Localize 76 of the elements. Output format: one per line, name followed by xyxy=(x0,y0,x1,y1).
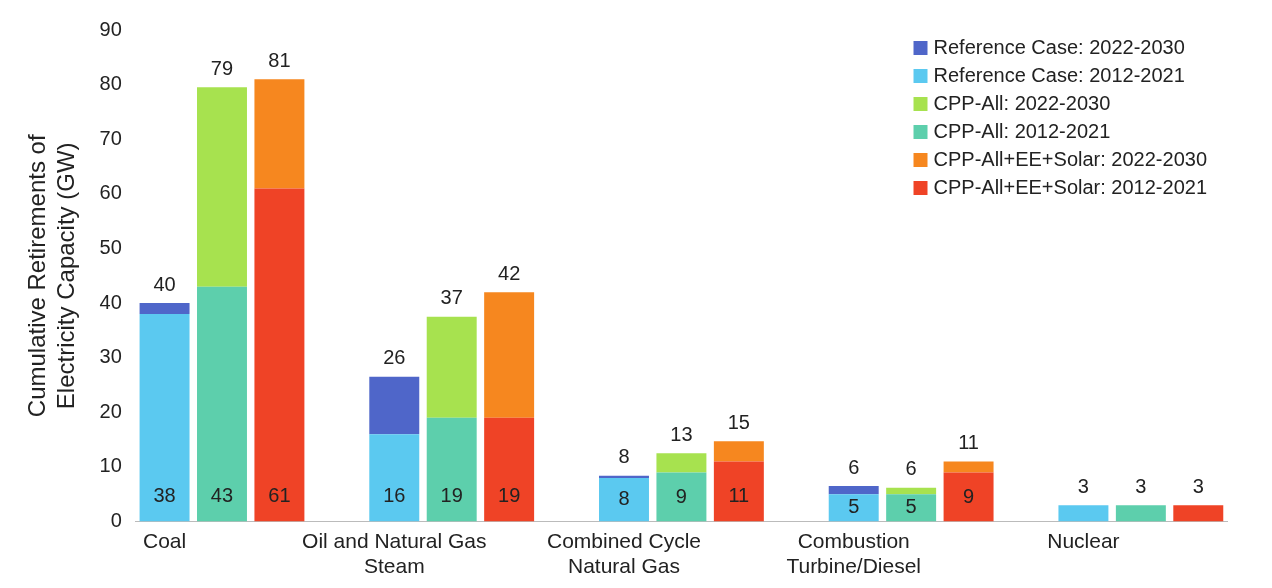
x-tick-label: Oil and Natural Gas Steam xyxy=(302,529,487,578)
total-label: 81 xyxy=(268,48,291,71)
legend-label: Reference Case: 2012-2021 xyxy=(933,63,1185,86)
bar xyxy=(197,286,247,522)
total-label: 42 xyxy=(498,261,521,284)
data-label: 19 xyxy=(498,484,521,507)
y-tick-label: 20 xyxy=(99,399,122,422)
total-label: 8 xyxy=(618,445,630,468)
bar xyxy=(828,486,879,495)
bar xyxy=(943,461,994,473)
legend-label: CPP-All+EE+Solar: 2012-2021 xyxy=(933,175,1207,198)
x-tick-label: Nuclear xyxy=(1047,529,1120,552)
legend-label: Reference Case: 2022-2030 xyxy=(933,35,1185,58)
y-tick-label: 60 xyxy=(99,181,122,204)
y-tick-label: 90 xyxy=(99,17,122,40)
data-label: 16 xyxy=(383,484,406,507)
data-label: 43 xyxy=(210,484,234,507)
bar xyxy=(484,417,535,522)
bar xyxy=(713,461,764,522)
bar xyxy=(369,434,420,522)
bar xyxy=(713,441,764,462)
legend-label: CPP-All: 2012-2021 xyxy=(933,119,1111,142)
bar xyxy=(656,472,707,522)
bar xyxy=(197,87,247,287)
total-label: 79 xyxy=(210,56,234,79)
total-label: 13 xyxy=(670,422,693,445)
y-tick-label: 30 xyxy=(99,345,122,368)
total-label: 37 xyxy=(440,286,463,309)
y-tick-label: 40 xyxy=(99,290,122,313)
bar xyxy=(1173,505,1224,522)
x-tick-label: Combined Cycle Natural Gas xyxy=(546,529,702,578)
x-tick-label: Combustion Turbine/Diesel xyxy=(786,529,922,578)
y-axis-title: Cumulative Retirements of Electricity Capacity (GW) xyxy=(23,134,79,418)
data-label: 9 xyxy=(675,484,687,507)
total-label: 15 xyxy=(727,410,750,433)
bar xyxy=(139,314,190,522)
bar xyxy=(599,477,649,522)
total-label: 3 xyxy=(1077,474,1089,497)
legend-label: CPP-All+EE+Solar: 2022-2030 xyxy=(933,147,1207,170)
total-label: 40 xyxy=(153,272,176,295)
bar xyxy=(886,494,937,522)
data-label: 61 xyxy=(268,484,291,507)
bar xyxy=(254,188,305,522)
data-label: 5 xyxy=(848,495,860,518)
bar xyxy=(886,487,937,495)
legend-label: CPP-All: 2022-2030 xyxy=(933,91,1111,114)
y-tick-label: 50 xyxy=(99,236,122,258)
total-label: 11 xyxy=(958,431,979,454)
y-tick-label: 0 xyxy=(110,509,122,532)
bar xyxy=(656,453,707,473)
total-label: 3 xyxy=(1192,474,1204,497)
total-label: 3 xyxy=(1135,474,1147,497)
y-tick-label: 70 xyxy=(99,126,122,149)
bar xyxy=(828,494,879,522)
data-label: 11 xyxy=(728,484,750,507)
total-label: 26 xyxy=(383,346,406,369)
y-tick-label: 10 xyxy=(99,454,122,477)
x-tick-label: Coal xyxy=(142,529,187,552)
data-label: 8 xyxy=(618,487,630,510)
data-label: 5 xyxy=(905,495,917,518)
total-label: 6 xyxy=(905,457,917,480)
bar xyxy=(426,417,477,522)
bar xyxy=(369,376,420,435)
bar xyxy=(599,475,649,478)
bar xyxy=(426,316,477,418)
bar xyxy=(254,79,305,189)
data-label: 19 xyxy=(440,484,463,507)
data-label: 9 xyxy=(963,484,975,507)
bar xyxy=(1058,505,1109,522)
bar xyxy=(139,303,190,315)
bar xyxy=(484,292,535,418)
bar xyxy=(1115,505,1166,522)
bar xyxy=(943,472,994,522)
data-label: 38 xyxy=(153,484,176,507)
total-label: 6 xyxy=(848,455,860,478)
y-tick-label: 80 xyxy=(99,72,122,95)
